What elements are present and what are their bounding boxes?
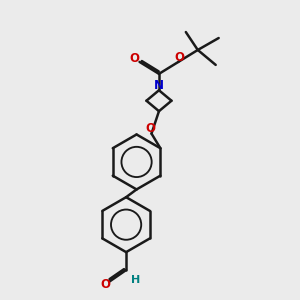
Text: N: N (154, 79, 164, 92)
Text: O: O (175, 51, 185, 64)
Text: O: O (100, 278, 110, 291)
Text: O: O (129, 52, 139, 65)
Text: O: O (145, 122, 155, 135)
Text: H: H (131, 275, 140, 286)
